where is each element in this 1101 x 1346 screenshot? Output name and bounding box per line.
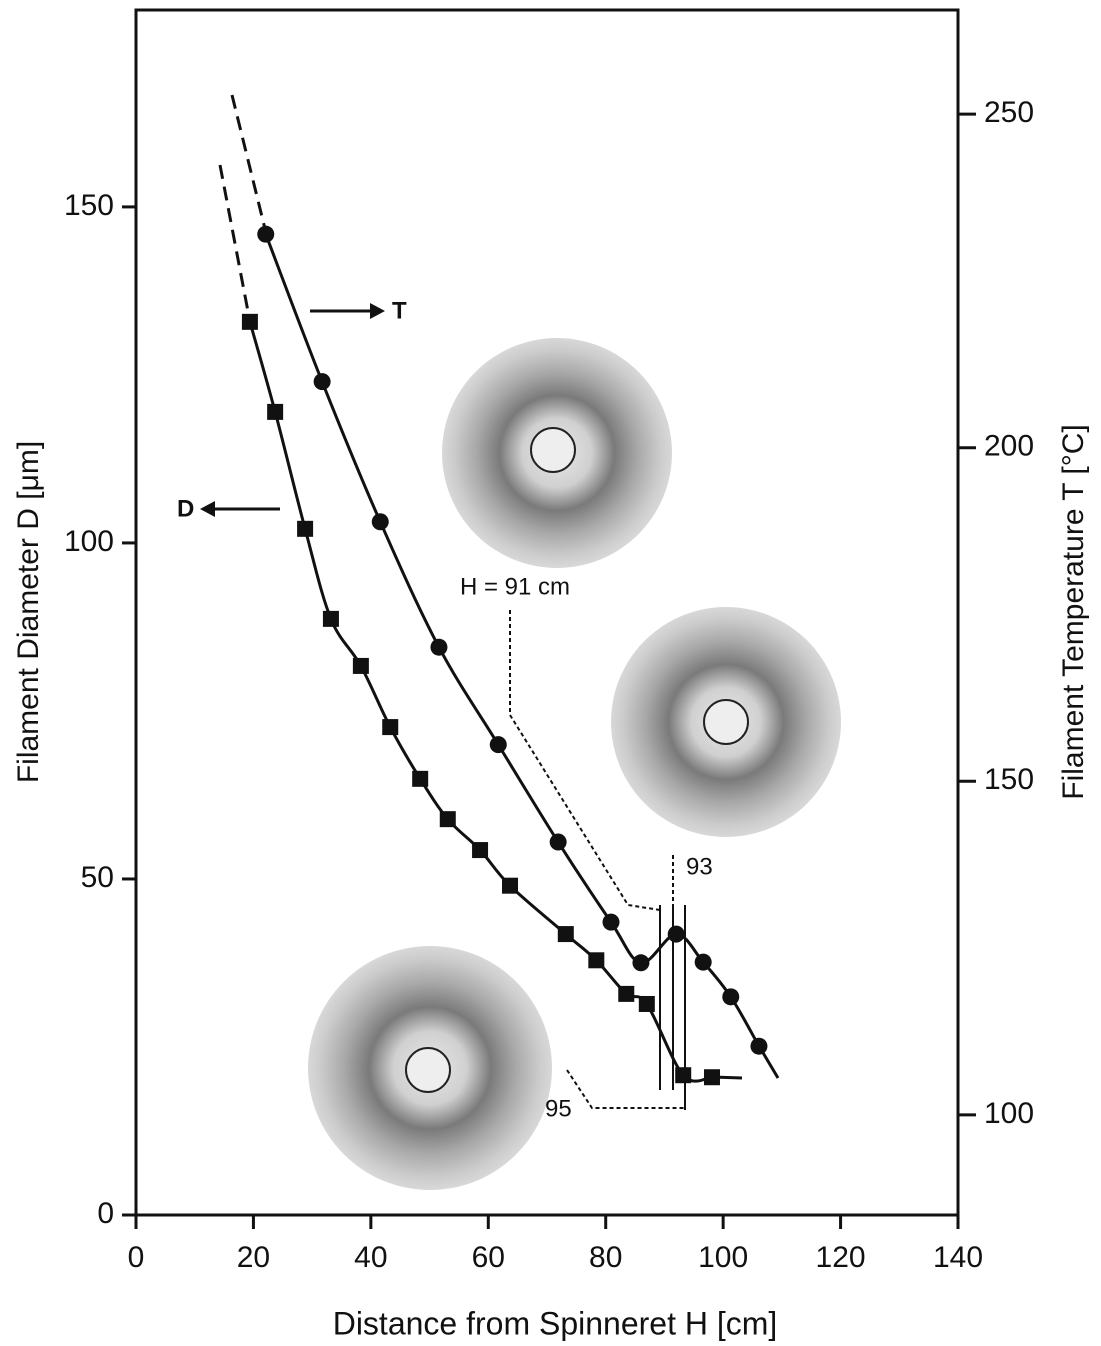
y-axis-title: Filament Diameter D [μm] xyxy=(12,441,45,783)
data-point xyxy=(675,1067,691,1083)
y2-tick-label: 200 xyxy=(984,430,1034,463)
annotation: H = 91 cm xyxy=(460,573,570,600)
data-point xyxy=(242,314,258,330)
diffraction-patterns xyxy=(308,338,841,1190)
data-point xyxy=(372,513,389,530)
data-point xyxy=(412,771,428,787)
y-tick-label: 0 xyxy=(97,1197,114,1230)
y-tick-label: 100 xyxy=(64,525,114,558)
data-point xyxy=(257,226,274,243)
y2-axis-title: Filament Temperature T [°C] xyxy=(1057,424,1090,799)
x-tick-label: 20 xyxy=(237,1241,270,1274)
data-point xyxy=(323,611,339,627)
x-tick-label: 60 xyxy=(472,1241,505,1274)
data-point xyxy=(440,811,456,827)
data-point xyxy=(722,988,739,1005)
pattern-center xyxy=(531,428,575,472)
data-point xyxy=(353,658,369,674)
data-point xyxy=(668,926,685,943)
data-point xyxy=(502,878,518,894)
x-tick-label: 0 xyxy=(128,1241,145,1274)
data-point xyxy=(490,736,507,753)
x-axis-title: Distance from Spinneret H [cm] xyxy=(333,1305,778,1341)
data-point xyxy=(267,404,283,420)
arrow-head xyxy=(370,303,385,319)
arrow-head xyxy=(200,501,215,517)
data-point xyxy=(618,986,634,1002)
data-point xyxy=(639,996,655,1012)
y-tick-label: 150 xyxy=(64,189,114,222)
series-label: D xyxy=(177,495,194,522)
data-point xyxy=(550,834,567,851)
data-point xyxy=(704,1069,720,1085)
data-point xyxy=(750,1038,767,1055)
data-point xyxy=(695,954,712,971)
x-tick-label: 80 xyxy=(589,1241,622,1274)
pattern-center xyxy=(704,700,748,744)
d-extension xyxy=(220,165,250,322)
data-point xyxy=(602,914,619,931)
x-tick-label: 140 xyxy=(933,1241,983,1274)
data-point xyxy=(314,373,331,390)
data-point xyxy=(430,639,447,656)
annotation: 95 xyxy=(545,1095,572,1122)
data-point xyxy=(297,521,313,537)
x-tick-label: 40 xyxy=(354,1241,387,1274)
x-tick-label: 120 xyxy=(816,1241,866,1274)
data-point xyxy=(472,842,488,858)
y2-tick-label: 250 xyxy=(984,96,1034,129)
series-label: T xyxy=(392,297,407,324)
leader-95 xyxy=(567,1070,685,1108)
data-point xyxy=(588,952,604,968)
x-tick-label: 100 xyxy=(698,1241,748,1274)
data-point xyxy=(558,926,574,942)
y2-tick-label: 100 xyxy=(984,1097,1034,1130)
data-point xyxy=(382,719,398,735)
y2-tick-label: 150 xyxy=(984,763,1034,796)
data-point xyxy=(632,954,649,971)
annotation: 93 xyxy=(686,853,713,880)
t-extension xyxy=(232,95,266,233)
chart: T D H = 91 cm 93 95 Distance from Spinne… xyxy=(0,0,1101,1346)
y-tick-label: 50 xyxy=(81,861,114,894)
pattern-center xyxy=(406,1048,450,1092)
decorations xyxy=(215,95,778,1110)
